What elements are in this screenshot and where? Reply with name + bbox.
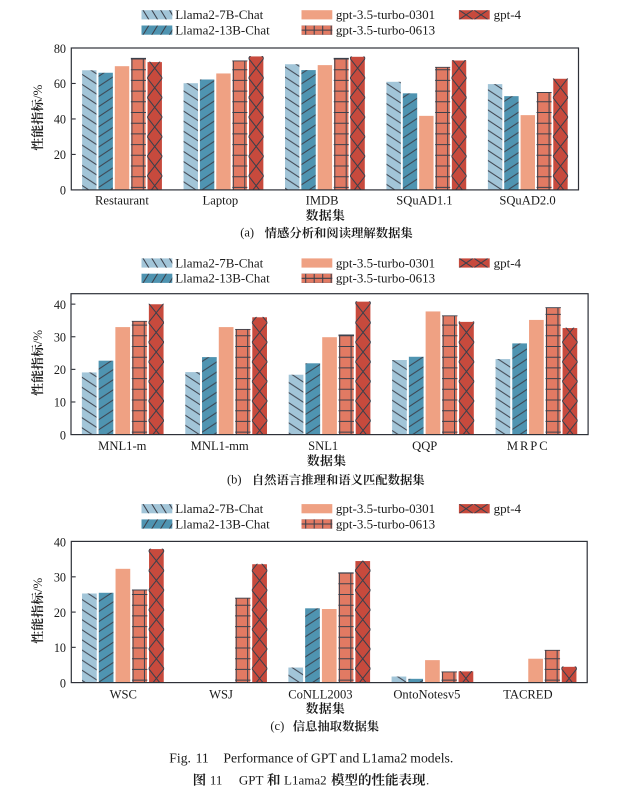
- svg-text:40: 40: [54, 535, 66, 549]
- svg-text:11: 11: [210, 773, 223, 788]
- svg-text:Laptop: Laptop: [203, 194, 239, 208]
- svg-text:gpt-3.5-turbo-0613: gpt-3.5-turbo-0613: [336, 271, 435, 286]
- svg-text:gpt-4: gpt-4: [494, 7, 522, 22]
- svg-text:0: 0: [60, 184, 66, 198]
- svg-text:IMDB: IMDB: [306, 194, 339, 208]
- svg-text:SQuAD1.1: SQuAD1.1: [396, 194, 452, 208]
- svg-text:gpt-3.5-turbo-0301: gpt-3.5-turbo-0301: [336, 7, 435, 22]
- svg-text:gpt-3.5-turbo-0613: gpt-3.5-turbo-0613: [336, 23, 435, 38]
- svg-text:11: 11: [196, 750, 209, 765]
- svg-text:40: 40: [54, 298, 66, 312]
- svg-text:0: 0: [60, 428, 66, 442]
- svg-text:20: 20: [54, 363, 66, 377]
- svg-text:Performance of GPT and L1ama2: Performance of GPT and L1ama2 models.: [223, 750, 453, 765]
- svg-text:CoNLL2003: CoNLL2003: [288, 688, 352, 702]
- svg-text:MNL1-m: MNL1-m: [98, 439, 146, 453]
- svg-text:10: 10: [54, 641, 66, 655]
- svg-text:Restaurant: Restaurant: [95, 194, 149, 208]
- svg-text:MRPC: MRPC: [507, 439, 550, 453]
- svg-text:gpt-3.5-turbo-0613: gpt-3.5-turbo-0613: [336, 516, 435, 531]
- svg-text:SQuAD2.0: SQuAD2.0: [499, 194, 555, 208]
- svg-text:OntoNotesv5: OntoNotesv5: [393, 688, 460, 702]
- svg-text:30: 30: [54, 331, 66, 345]
- svg-text:Llama2-7B-Chat: Llama2-7B-Chat: [175, 501, 263, 516]
- svg-text:SNL1: SNL1: [308, 439, 338, 453]
- svg-text:gpt-4: gpt-4: [494, 501, 522, 516]
- svg-text:Llama2-13B-Chat: Llama2-13B-Chat: [175, 516, 270, 531]
- svg-text:/%: /%: [31, 577, 45, 592]
- svg-text:gpt-3.5-turbo-0301: gpt-3.5-turbo-0301: [336, 255, 435, 270]
- svg-text:Fig.: Fig.: [169, 750, 191, 765]
- svg-text:L1ama2: L1ama2: [284, 773, 327, 788]
- svg-text:10: 10: [54, 396, 66, 410]
- svg-text:(b): (b): [227, 473, 242, 487]
- svg-text:QQP: QQP: [412, 439, 437, 453]
- svg-text:WSJ: WSJ: [209, 688, 233, 702]
- svg-text:MNL1-mm: MNL1-mm: [191, 439, 249, 453]
- svg-text:gpt-4: gpt-4: [494, 255, 522, 270]
- svg-text:Llama2-7B-Chat: Llama2-7B-Chat: [175, 7, 263, 22]
- svg-text:/%: /%: [31, 84, 45, 99]
- svg-text:WSC: WSC: [110, 688, 137, 702]
- svg-text:(a): (a): [240, 226, 254, 240]
- svg-text:30: 30: [54, 571, 66, 585]
- svg-text:20: 20: [54, 606, 66, 620]
- svg-text:20: 20: [54, 148, 66, 162]
- svg-text:/%: /%: [31, 330, 45, 345]
- svg-text:.: .: [426, 773, 429, 788]
- svg-text:(c): (c): [270, 719, 284, 733]
- svg-text:0: 0: [60, 676, 66, 690]
- svg-text:Llama2-13B-Chat: Llama2-13B-Chat: [175, 23, 270, 38]
- svg-text:gpt-3.5-turbo-0301: gpt-3.5-turbo-0301: [336, 501, 435, 516]
- svg-text:Llama2-13B-Chat: Llama2-13B-Chat: [175, 271, 270, 286]
- svg-text:GPT: GPT: [239, 773, 264, 788]
- svg-text:Llama2-7B-Chat: Llama2-7B-Chat: [175, 255, 263, 270]
- svg-text:TACRED: TACRED: [503, 688, 552, 702]
- svg-text:40: 40: [54, 113, 66, 127]
- svg-text:60: 60: [54, 77, 66, 91]
- svg-text:80: 80: [54, 42, 66, 56]
